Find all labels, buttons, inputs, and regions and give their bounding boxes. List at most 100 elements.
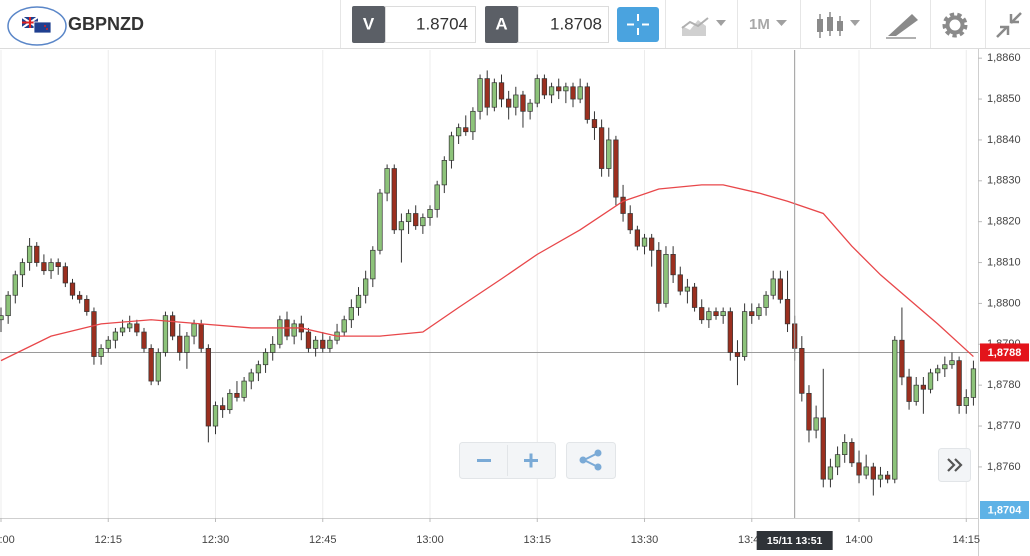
candle-body	[277, 319, 283, 345]
zoom-in[interactable]	[524, 453, 538, 468]
candle-body	[420, 217, 426, 227]
candle-body	[312, 339, 319, 349]
candle-body	[806, 392, 812, 431]
collapse-button[interactable]	[996, 12, 1022, 38]
candle-body	[391, 168, 397, 231]
candle-body	[491, 82, 498, 108]
draw-tools-button[interactable]	[886, 14, 918, 39]
chart-style-icon-line	[681, 17, 709, 29]
candle-body	[305, 331, 312, 349]
candle-body	[370, 249, 376, 280]
candle-body	[870, 466, 876, 480]
gear-teeth	[942, 12, 968, 38]
candle-body	[270, 343, 276, 353]
buy-price: 1.8708	[550, 14, 602, 33]
candle-body	[463, 127, 469, 133]
sell-label-box	[352, 6, 385, 43]
candle-body	[548, 86, 555, 96]
candle-body	[906, 376, 912, 402]
candle-body	[677, 274, 683, 292]
candle-body	[913, 384, 919, 402]
candle-body	[613, 139, 619, 198]
candle-body	[920, 384, 927, 390]
candle-body	[749, 311, 755, 317]
candle-body	[842, 442, 848, 455]
candle-body	[877, 474, 884, 480]
candle-body	[112, 331, 119, 341]
y-tick-label: 1,8770	[987, 420, 1021, 432]
scroll-to-end-button[interactable]	[938, 448, 971, 482]
candle-body	[899, 339, 905, 378]
candle-body	[62, 266, 68, 284]
candle-body	[949, 360, 955, 366]
y-tick-label: 1,8840	[987, 134, 1021, 146]
candle-body	[227, 392, 233, 411]
candle-body	[241, 380, 247, 398]
x-tick-label: 14:15	[953, 534, 981, 546]
candle-body	[513, 94, 519, 108]
candle-body	[484, 78, 490, 108]
candle-body	[663, 254, 669, 304]
candle-body	[205, 348, 211, 427]
x-tick-label: 12:15	[94, 534, 122, 546]
candle-body	[363, 278, 369, 296]
candle-body	[506, 98, 512, 108]
candle-body	[470, 110, 476, 133]
candle-body	[212, 405, 219, 427]
candle-body	[19, 262, 26, 276]
candle-body	[155, 352, 161, 382]
candle-body	[355, 294, 362, 308]
candle-body	[384, 168, 390, 194]
candle-icon	[837, 21, 843, 31]
candle-body	[556, 86, 562, 92]
candle-body	[756, 307, 762, 317]
price-marker	[980, 501, 1029, 519]
candle-body	[563, 86, 569, 92]
timeframe-button[interactable]: 1M	[749, 16, 787, 33]
chart-style-button[interactable]	[681, 17, 726, 36]
candle-body	[706, 311, 712, 321]
candle-body	[534, 78, 540, 104]
candle-body	[441, 160, 447, 186]
candle-type-button[interactable]	[817, 12, 860, 38]
candle-body	[398, 221, 405, 231]
candle-body	[477, 78, 483, 112]
share-button[interactable]	[579, 449, 602, 471]
x-tick-label: 13:15	[523, 534, 551, 546]
symbol-flag[interactable]	[7, 6, 67, 46]
candle-body	[734, 352, 741, 357]
sell-price: 1.8704	[416, 14, 468, 33]
candle-body	[699, 307, 705, 321]
settings-button[interactable]	[942, 12, 968, 38]
sell-button[interactable]: V 1.8704	[352, 6, 476, 43]
x-tick-label: 13:30	[631, 534, 659, 546]
buy-button[interactable]: A 1.8708	[485, 6, 609, 43]
share-icon-dot	[594, 463, 602, 471]
timeframe: 1M	[749, 16, 770, 33]
x-tick-label: 13:00	[416, 534, 444, 546]
candle-body	[5, 294, 11, 317]
candle-body	[348, 307, 354, 321]
crosshair-button[interactable]	[617, 7, 659, 42]
crosshair-label-bg	[756, 531, 833, 550]
candle-body	[234, 392, 240, 398]
candle-body	[863, 466, 869, 476]
collapse-icon-heads	[1000, 14, 1019, 35]
candle-body	[177, 335, 183, 353]
candle-body	[892, 339, 898, 480]
candle-body	[48, 262, 54, 272]
candle-body	[291, 323, 297, 337]
candle-body	[427, 209, 433, 218]
x-tick-label: 12:45	[309, 534, 337, 546]
candle-body	[55, 262, 61, 267]
y-tick-label: 1,8760	[987, 461, 1021, 473]
candle-body	[84, 298, 90, 312]
candle-body	[584, 86, 590, 120]
y-tick-label: 1,8830	[987, 175, 1021, 187]
candle-body	[813, 417, 819, 431]
candle-body	[413, 213, 419, 227]
candle-body	[656, 249, 662, 304]
candle-body	[262, 352, 269, 366]
